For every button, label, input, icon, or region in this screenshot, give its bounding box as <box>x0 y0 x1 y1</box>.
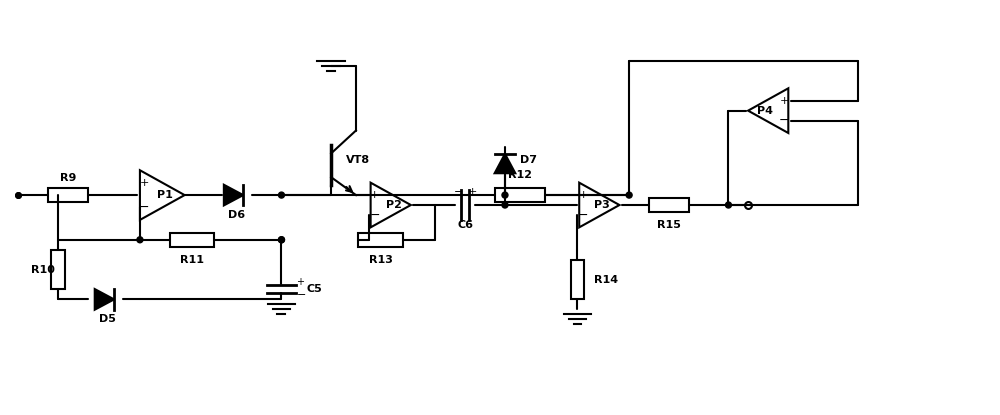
Text: +: + <box>140 178 149 188</box>
Text: +: + <box>579 190 588 200</box>
Bar <box>48 188 88 202</box>
Text: P4: P4 <box>757 106 773 116</box>
Text: R9: R9 <box>60 173 76 183</box>
Bar <box>170 233 214 247</box>
Bar <box>571 260 584 299</box>
Circle shape <box>502 192 508 198</box>
Text: VT8: VT8 <box>346 155 370 165</box>
Text: R14: R14 <box>594 274 618 285</box>
Text: −: − <box>779 114 789 127</box>
Text: +: + <box>779 96 789 106</box>
Circle shape <box>278 192 284 198</box>
Circle shape <box>278 237 284 243</box>
Polygon shape <box>495 154 515 173</box>
Text: P2: P2 <box>386 200 402 210</box>
Polygon shape <box>224 185 243 205</box>
Circle shape <box>278 237 284 243</box>
Text: R11: R11 <box>180 255 204 265</box>
Text: R10: R10 <box>31 265 55 275</box>
Circle shape <box>137 237 143 243</box>
Text: −: − <box>370 208 380 222</box>
Circle shape <box>725 202 731 208</box>
Text: C6: C6 <box>457 220 473 230</box>
Text: −: − <box>296 290 306 300</box>
Text: −: − <box>139 200 150 213</box>
Text: R12: R12 <box>508 170 532 180</box>
Bar <box>358 233 403 247</box>
Text: P3: P3 <box>594 200 610 210</box>
Circle shape <box>626 192 632 198</box>
Bar <box>649 198 689 212</box>
Text: R15: R15 <box>657 220 681 230</box>
Text: D5: D5 <box>99 314 116 324</box>
Text: +: + <box>467 187 477 197</box>
Text: R13: R13 <box>369 255 393 265</box>
Polygon shape <box>95 289 114 310</box>
Text: +: + <box>370 190 380 200</box>
Text: −: − <box>578 208 589 222</box>
Text: P1: P1 <box>157 190 173 200</box>
Text: D7: D7 <box>520 155 537 165</box>
Bar <box>51 250 65 289</box>
Text: D6: D6 <box>228 210 245 220</box>
Text: +: + <box>296 278 304 288</box>
Text: C5: C5 <box>306 284 322 295</box>
Bar <box>495 188 545 202</box>
Text: −: − <box>454 187 463 197</box>
Circle shape <box>502 202 508 208</box>
